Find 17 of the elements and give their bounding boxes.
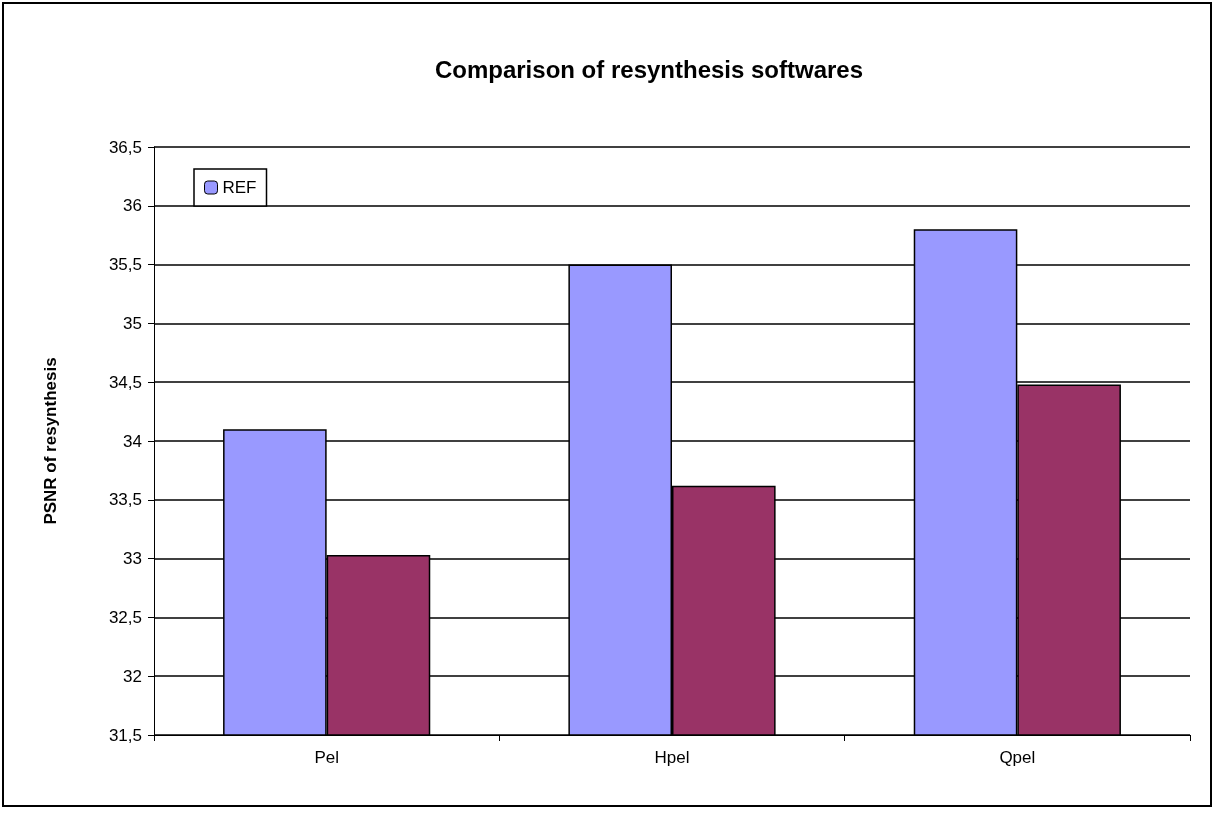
- y-tick-label: 35: [123, 313, 142, 333]
- y-tick-label: 33: [123, 549, 142, 569]
- y-tick-label: 34,5: [108, 372, 142, 392]
- x-tick-label: Qpel: [999, 748, 1036, 767]
- chart-title: Comparison of resynthesis softwares: [434, 55, 864, 83]
- y-tick-label: 36: [123, 196, 142, 216]
- y-tick-label: 32: [123, 666, 142, 686]
- y-tick-label: 35,5: [108, 255, 142, 275]
- x-tick-label: Pel: [314, 748, 339, 767]
- y-tick-label: 36,5: [108, 137, 142, 157]
- legend-label: REF: [222, 178, 257, 197]
- y-tick-label: 33,5: [108, 490, 142, 510]
- x-tick-label: Hpel: [654, 748, 690, 767]
- y-tick-label: 34: [123, 431, 142, 451]
- y-tick-label: 32,5: [108, 607, 142, 627]
- y-axis-title: PSNR of resynthesis: [41, 357, 60, 525]
- y-tick-label: 31,5: [108, 725, 142, 745]
